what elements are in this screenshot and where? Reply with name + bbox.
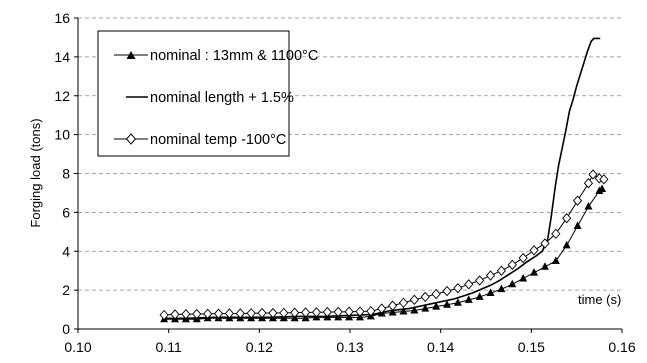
point-triangle-35	[540, 262, 549, 270]
point-diamond-42	[599, 174, 609, 185]
y-tick-label-2: 4	[62, 243, 70, 259]
legend-label-nominal: nominal : 13mm & 1100°C	[150, 48, 318, 64]
point-triangle-25	[432, 302, 441, 310]
series-2	[159, 169, 609, 321]
x-tick-label-5: 0.15	[518, 339, 545, 355]
point-diamond-38	[572, 195, 583, 206]
point-diamond-17	[344, 306, 354, 317]
point-diamond-26	[442, 285, 452, 297]
point-triangle-24	[421, 304, 430, 312]
point-triangle-23	[410, 306, 419, 314]
y-tick-label-0: 0	[62, 321, 70, 337]
y-tick-label-6: 12	[54, 88, 70, 104]
point-triangle-28	[464, 295, 473, 303]
point-diamond-37	[562, 213, 572, 224]
y-tick-label-4: 8	[62, 166, 70, 182]
point-diamond-34	[529, 245, 539, 256]
y-tick-label-3: 6	[62, 204, 70, 220]
point-triangle-32	[508, 279, 517, 288]
axes	[74, 17, 623, 333]
point-diamond-11	[279, 307, 289, 319]
x-tick-label-3: 0.13	[336, 339, 363, 355]
point-diamond-35	[540, 238, 550, 249]
x-tick-label-4: 0.14	[427, 339, 454, 355]
point-diamond-39	[583, 178, 594, 189]
legend-entry-nominal: nominal : 13mm & 1100°C	[114, 48, 318, 64]
x-tick-label-6: 0.16	[608, 339, 635, 355]
point-diamond-21	[388, 300, 398, 311]
point-diamond-10	[268, 307, 278, 319]
point-triangle-26	[443, 300, 452, 308]
x-tick-label-0: 0.10	[64, 339, 91, 355]
point-diamond-29	[475, 275, 485, 286]
legend: nominal : 13mm & 1100°C nominal length +…	[97, 30, 318, 157]
point-diamond-30	[485, 270, 496, 281]
point-diamond-40	[588, 169, 598, 180]
legend-entry-temp: nominal temp -100°C	[114, 132, 286, 148]
legend-label-temp: nominal temp -100°C	[150, 132, 286, 148]
x-tick-label-2: 0.12	[246, 339, 273, 355]
tick-labels: 0 2 4 6 8 10 12 14 16 0.10 0.11 0.12 0.13 0.14 0.15 0.1…	[54, 10, 635, 355]
y-tick-label-7: 14	[54, 49, 70, 65]
series-line-0	[164, 188, 603, 320]
legend-entry-length: nominal length + 1.5%	[126, 90, 294, 106]
point-diamond-32	[507, 259, 517, 271]
point-diamond-2	[181, 309, 191, 320]
x-tick-label-1: 0.11	[156, 339, 182, 355]
point-diamond-22	[398, 297, 409, 308]
y-tick-label-8: 16	[54, 10, 70, 26]
x-axis-label: time (s)	[578, 292, 621, 307]
legend-label-length: nominal length + 1.5%	[150, 90, 294, 106]
point-diamond-5	[213, 308, 224, 319]
point-triangle-29	[475, 292, 484, 300]
point-diamond-20	[377, 303, 387, 314]
point-diamond-23	[409, 294, 419, 306]
point-diamond-14	[311, 307, 322, 318]
point-diamond-19	[366, 305, 376, 317]
point-triangle-36	[551, 256, 560, 264]
point-diamond-1	[170, 309, 180, 320]
point-diamond-15	[322, 306, 332, 318]
point-diamond-3	[192, 308, 202, 320]
point-diamond-4	[203, 308, 213, 320]
point-diamond-16	[333, 306, 343, 318]
point-triangle-34	[530, 268, 539, 276]
series-layer	[159, 37, 609, 323]
point-triangle-37	[562, 240, 571, 249]
point-triangle-41	[598, 184, 607, 193]
series-0	[160, 184, 607, 323]
series-line-2	[164, 173, 604, 316]
legend-marker-triangle-icon	[126, 51, 136, 59]
point-diamond-25	[431, 288, 441, 300]
point-triangle-22	[399, 307, 408, 315]
point-diamond-18	[355, 306, 365, 317]
point-diamond-7	[235, 308, 245, 319]
point-diamond-33	[518, 252, 528, 264]
legend-marker-diamond-icon	[125, 133, 137, 145]
point-diamond-0	[159, 309, 169, 321]
point-triangle-38	[573, 221, 582, 229]
point-diamond-27	[453, 283, 463, 294]
point-diamond-6	[224, 308, 235, 319]
y-tick-label-5: 10	[54, 127, 70, 143]
point-triangle-30	[486, 288, 495, 297]
point-diamond-24	[420, 291, 430, 303]
point-diamond-28	[464, 279, 474, 290]
point-triangle-39	[584, 202, 593, 210]
y-tick-label-1: 2	[62, 282, 70, 298]
point-triangle-33	[519, 273, 528, 282]
point-diamond-12	[290, 307, 300, 318]
point-triangle-21	[388, 307, 397, 316]
point-diamond-8	[246, 308, 256, 319]
point-triangle-27	[453, 298, 462, 306]
point-diamond-9	[257, 307, 267, 319]
y-axis-label: Forging load (tons)	[28, 118, 43, 227]
point-diamond-31	[496, 265, 507, 276]
point-diamond-13	[300, 307, 311, 318]
point-triangle-31	[497, 284, 506, 293]
point-diamond-36	[551, 228, 561, 239]
